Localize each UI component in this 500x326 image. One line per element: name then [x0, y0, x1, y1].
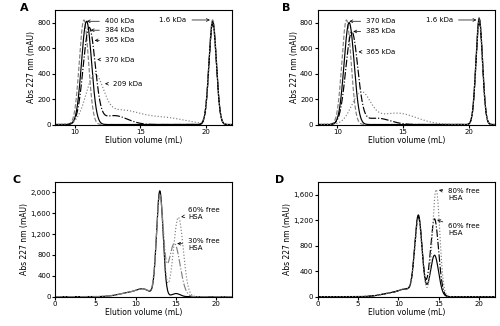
Y-axis label: Abs 227 nm (mAU): Abs 227 nm (mAU) — [20, 203, 29, 275]
X-axis label: Elution volume (mL): Elution volume (mL) — [368, 136, 445, 145]
Text: 1.6 kDa: 1.6 kDa — [426, 17, 476, 23]
Text: 365 kDa: 365 kDa — [359, 49, 396, 55]
Text: 400 kDa: 400 kDa — [88, 18, 134, 24]
Text: 370 kDa: 370 kDa — [98, 56, 134, 63]
Text: 80% free
HSA: 80% free HSA — [440, 188, 480, 201]
Text: C: C — [12, 175, 20, 185]
Text: D: D — [275, 175, 284, 185]
Text: B: B — [282, 3, 290, 13]
Text: 30% free
HSA: 30% free HSA — [178, 238, 220, 251]
Text: 385 kDa: 385 kDa — [354, 28, 396, 35]
X-axis label: Elution volume (mL): Elution volume (mL) — [368, 308, 445, 317]
X-axis label: Elution volume (mL): Elution volume (mL) — [105, 136, 182, 145]
Text: A: A — [20, 3, 28, 13]
Text: 384 kDa: 384 kDa — [92, 27, 134, 33]
Text: 370 kDa: 370 kDa — [350, 18, 396, 24]
X-axis label: Elution volume (mL): Elution volume (mL) — [105, 308, 182, 317]
Text: 60% free
HSA: 60% free HSA — [182, 207, 220, 220]
Y-axis label: Abs 227 nm (mAU): Abs 227 nm (mAU) — [283, 203, 292, 275]
Y-axis label: Abs 227 nm (mAU): Abs 227 nm (mAU) — [27, 31, 36, 103]
Text: 60% free
HSA: 60% free HSA — [438, 220, 480, 236]
Y-axis label: Abs 227 nm (mAU): Abs 227 nm (mAU) — [290, 31, 298, 103]
Text: 365 kDa: 365 kDa — [96, 37, 134, 43]
Text: 1.6 kDa: 1.6 kDa — [160, 17, 209, 23]
Text: 209 kDa: 209 kDa — [106, 81, 142, 87]
